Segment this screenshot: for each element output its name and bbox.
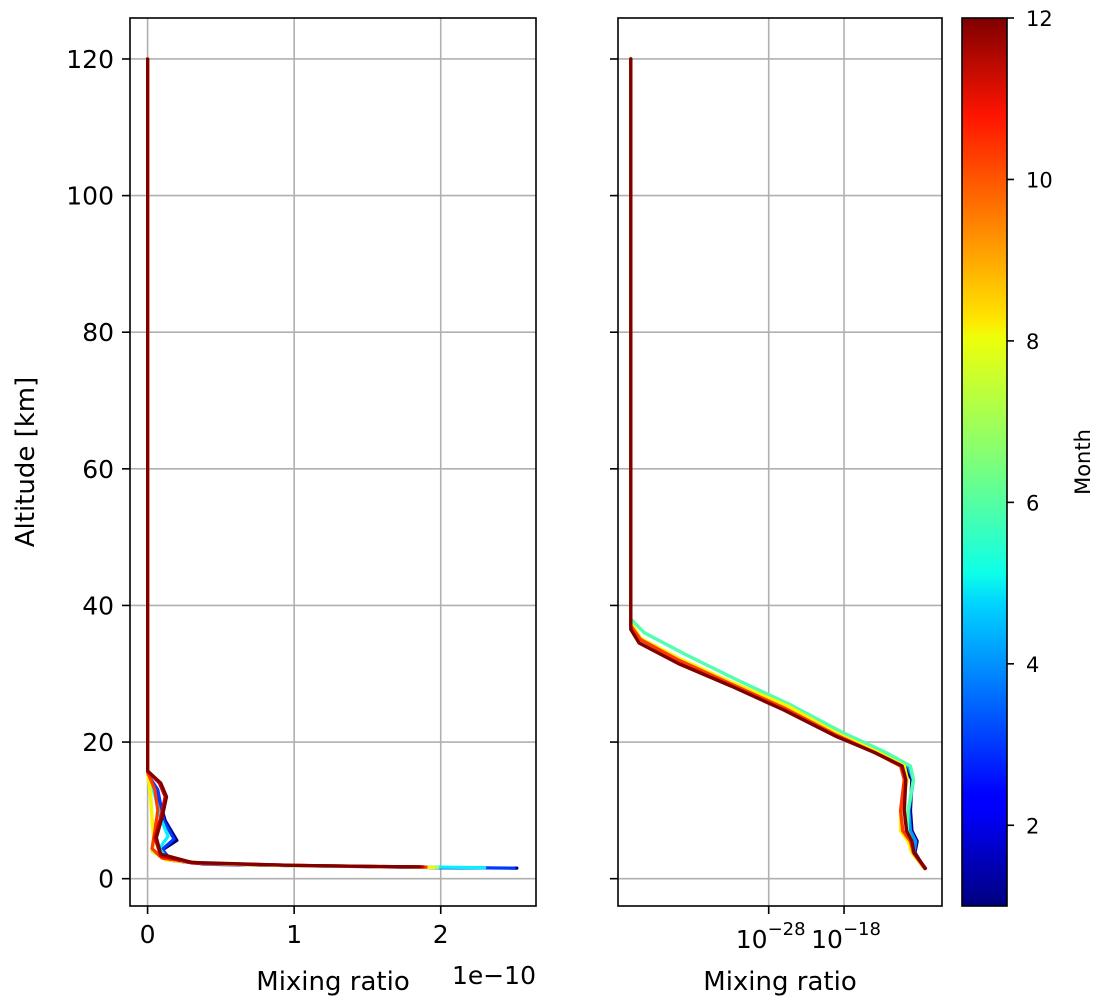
left-ylabel: Altitude [km] — [11, 377, 41, 548]
right-series-month-4 — [629, 57, 927, 871]
left-series-month-12 — [146, 57, 422, 869]
left-series-month-5 — [146, 57, 487, 870]
right-xtick-exponent: −18 — [843, 919, 881, 940]
left-series-month-1 — [146, 57, 519, 870]
left-ytick-label: 40 — [82, 591, 114, 620]
right-series-month-12 — [629, 57, 928, 871]
left-axes-frame — [129, 17, 537, 907]
left-ytick-label: 20 — [82, 728, 114, 757]
colorbar-tick-label: 10 — [1026, 168, 1053, 192]
left-ytick-label: 120 — [66, 45, 114, 74]
left-series-month-3 — [146, 57, 516, 870]
colorbar-label: Month — [1071, 429, 1095, 495]
right-xtick-base: 10 — [811, 925, 843, 954]
colorbar-tick-label: 4 — [1026, 653, 1039, 677]
right-axes-frame — [617, 17, 943, 907]
left-xtick-label: 0 — [140, 920, 156, 949]
right-xtick-label: 10−18 — [811, 919, 881, 954]
colorbar-ticks: 2 4 6 8 10 12 — [1007, 7, 1053, 838]
right-ticks: 10−28 10−18 — [610, 58, 881, 954]
right-panel: 10−28 10−18 Mixing ratio — [610, 17, 943, 997]
left-x-offset-text: 1e−10 — [452, 961, 536, 990]
right-grid — [618, 18, 942, 906]
left-series-month-8 — [146, 57, 435, 869]
right-series-month-6 — [629, 57, 926, 870]
right-xtick-label: 10−28 — [736, 919, 806, 954]
left-xtick-label: 2 — [433, 920, 449, 949]
colorbar-tick-label: 2 — [1026, 814, 1039, 838]
colorbar-tick-label: 12 — [1026, 7, 1053, 31]
left-xlabel: Mixing ratio — [256, 967, 409, 997]
left-ytick-label: 60 — [82, 455, 114, 484]
left-series-month-10 — [146, 57, 428, 869]
left-series-month-7 — [146, 57, 440, 869]
right-xtick-base: 10 — [736, 925, 768, 954]
left-series-month-11 — [146, 57, 425, 869]
colorbar: 2 4 6 8 10 12 Month — [961, 7, 1095, 907]
right-xtick-exponent: −28 — [768, 919, 806, 940]
left-ytick-label: 80 — [82, 318, 114, 347]
colorbar-tick-label: 6 — [1026, 491, 1039, 515]
colorbar-gradient — [961, 17, 1008, 907]
left-grid — [130, 18, 536, 906]
left-ytick-label: 0 — [98, 865, 114, 894]
right-xlabel: Mixing ratio — [703, 967, 856, 997]
left-xtick-label: 1 — [286, 920, 302, 949]
colorbar-tick-label: 8 — [1026, 330, 1039, 354]
right-series-month-10 — [629, 57, 927, 871]
right-lines — [629, 57, 928, 871]
left-ytick-label: 100 — [66, 182, 114, 211]
right-series-month-8 — [629, 57, 926, 870]
left-lines — [146, 57, 519, 870]
right-series-month-1 — [629, 57, 927, 871]
